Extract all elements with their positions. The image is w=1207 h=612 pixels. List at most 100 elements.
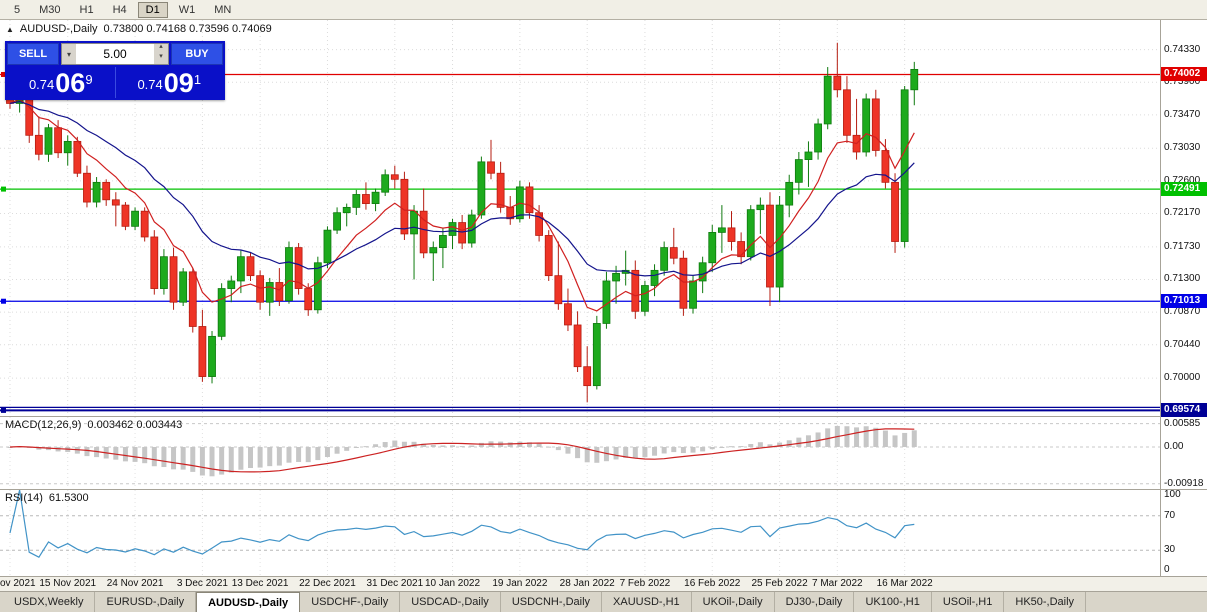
rsi-tick: 30 [1164,544,1176,556]
rsi-tick: 70 [1164,509,1176,521]
rsi-tick: 100 [1164,489,1181,500]
time-axis-label: 7 Feb 2022 [619,578,671,589]
volume-spinner[interactable]: ▴ ▾ [154,43,168,64]
bid-price-major: 0.74 [28,77,55,92]
volume-dropdown-icon[interactable]: ▾ [62,44,76,64]
volume-value[interactable]: 5.00 [103,47,127,61]
price-tick: 0.72600 [1164,174,1201,186]
time-axis-label: 19 Jan 2022 [492,578,548,589]
macd-name: MACD(12,26,9) [5,419,82,431]
ask-price: 0.74 09 1 [114,67,224,98]
chart-tab-uk100-h1[interactable]: UK100-,H1 [854,592,932,612]
main-chart-panel[interactable]: 0.74330 0.73900 0.73470 0.73030 0.72600 0.721… [0,20,1207,418]
time-axis-label: 13 Dec 2021 [231,578,289,589]
timeframe-button-H4[interactable]: H4 [112,3,127,16]
timeframe-button-M30[interactable]: M30 [39,3,61,16]
price-tag: 0.74002 [1161,67,1207,82]
macd-axis: 0.00585 0.00 -0.00918 [1160,417,1207,489]
one-click-trading-panel: SELL ▾ 5.00 ▴ ▾ BUY 0.74 06 9 0.74 09 1 [5,41,225,100]
timeframe-toolbar: 5 M30 H1 H4 D1 W1 MN [0,0,1207,20]
one-click-collapse-icon[interactable]: ▲ [6,24,14,34]
moving-average-line [9,100,915,277]
trade-controls-row: SELL ▾ 5.00 ▴ ▾ BUY [7,43,223,65]
macd-indicator-panel[interactable]: 0.00585 0.00 -0.00918 MACD(12,26,9) 0.0034… [0,416,1207,489]
time-axis-label: 5 Nov 2021 [0,578,36,589]
time-axis-label: 28 Jan 2022 [559,578,615,589]
chart-tab-eurusd-daily[interactable]: EURUSD-,Daily [95,592,197,612]
moving-average-line [9,98,915,312]
rsi-name: RSI(14) [5,492,43,504]
bid-price: 0.74 06 9 [7,67,115,98]
price-axis: 0.74330 0.73900 0.73470 0.73030 0.72600 0.721… [1160,20,1207,418]
time-axis-label: 22 Dec 2021 [299,578,356,589]
chart-symbol-label: ▲ AUDUSD-,Daily 0.73800 0.74168 0.73596 … [6,23,272,35]
macd-label: MACD(12,26,9) 0.003462 0.003443 [5,419,182,431]
macd-tick: -0.00918 [1164,477,1204,489]
price-tag: 0.71013 [1161,294,1207,309]
time-axis-label: 31 Dec 2021 [366,578,424,589]
price-tick: 0.71730 [1164,240,1201,252]
price-tick: 0.74330 [1164,43,1201,55]
macd-chart[interactable] [0,417,1160,489]
chart-tab-xauusd-h1[interactable]: XAUUSD-,H1 [602,592,692,612]
rsi-line [9,490,915,558]
time-axis-label: 16 Mar 2022 [876,578,933,589]
ask-price-point: 1 [193,72,202,87]
timeframe-button-MN[interactable]: MN [214,3,232,16]
rsi-tick: 0 [1164,564,1170,575]
timeframe-button-H1[interactable]: H1 [79,3,94,16]
macd-signal-line [9,428,915,473]
price-tick: 0.70870 [1164,306,1201,318]
time-axis-label: 16 Feb 2022 [684,578,741,589]
timeframe-button-D1[interactable]: D1 [137,1,168,18]
macd-tick: 0.00585 [1164,417,1201,429]
rsi-label: RSI(14) 61.5300 [5,492,89,504]
chart-tab-dj30-daily[interactable]: DJ30-,Daily [775,592,855,612]
bid-price-point: 9 [85,72,93,87]
chart-ohlc-values: 0.73800 0.74168 0.73596 0.74069 [103,23,272,35]
price-tick: 0.73030 [1164,142,1201,154]
volume-control[interactable]: ▾ 5.00 ▴ ▾ [61,43,169,65]
time-axis-label: 15 Nov 2021 [39,578,97,589]
rsi-indicator-panel[interactable]: 100 70 30 0 RSI(14) 61.5300 [0,489,1207,576]
price-tick: 0.73900 [1164,76,1201,88]
chart-tab-usdx-weekly[interactable]: USDX,Weekly [3,592,96,612]
time-axis-label: 10 Jan 2022 [424,578,481,589]
time-axis-label: 25 Feb 2022 [751,578,808,589]
sell-button[interactable]: SELL [7,43,59,65]
time-axis-label: 7 Mar 2022 [812,578,863,589]
chart-tab-usdcnh-daily[interactable]: USDCNH-,Daily [501,592,603,612]
rsi-chart[interactable] [0,490,1160,576]
volume-down-icon[interactable]: ▾ [159,53,163,60]
price-tick: 0.71300 [1164,273,1201,285]
chart-tab-ukoil-daily[interactable]: UKOil-,Daily [692,592,775,612]
ask-price-major: 0.74 [137,77,163,92]
chart-tab-usdchf-daily[interactable]: USDCHF-,Daily [300,592,401,612]
level-handle [1,71,6,77]
macd-values: 0.003462 0.003443 [87,419,183,431]
price-tag: 0.69574 [1161,403,1207,418]
bid-price-pips: 06 [55,68,86,98]
chart-tab-audusd-daily[interactable]: AUDUSD-,Daily [196,592,301,612]
timeframe-button-W1[interactable]: W1 [178,3,196,16]
volume-up-icon[interactable]: ▴ [159,43,163,50]
rsi-value: 61.5300 [48,492,89,504]
time-axis-label: 24 Nov 2021 [106,578,164,589]
rsi-axis: 100 70 30 0 [1160,489,1207,576]
chart-tab-usoil-h1[interactable]: USOil-,H1 [932,592,1005,612]
timeframe-button-5[interactable]: 5 [14,3,21,16]
price-tick: 0.72170 [1164,207,1201,219]
level-handle [1,298,6,304]
chart-tabs-bar: USDX,Weekly EURUSD-,Daily AUDUSD-,Daily USD… [0,591,1207,612]
price-tick: 0.73470 [1164,108,1201,120]
bid-ask-row: 0.74 06 9 0.74 09 1 [7,67,223,98]
macd-tick: 0.00 [1164,441,1184,452]
chart-tab-usdcad-daily[interactable]: USDCAD-,Daily [400,592,501,612]
buy-button[interactable]: BUY [171,43,223,65]
level-handle [1,186,6,192]
price-tick: 0.70000 [1164,372,1201,384]
chart-tab-hk50-daily[interactable]: HK50-,Daily [1004,592,1087,612]
macd-histogram-layer [7,425,917,477]
